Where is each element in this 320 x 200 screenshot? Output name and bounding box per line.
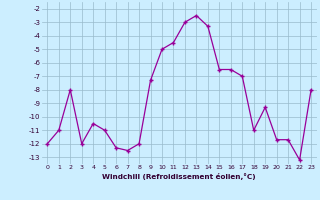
X-axis label: Windchill (Refroidissement éolien,°C): Windchill (Refroidissement éolien,°C) (102, 173, 256, 180)
